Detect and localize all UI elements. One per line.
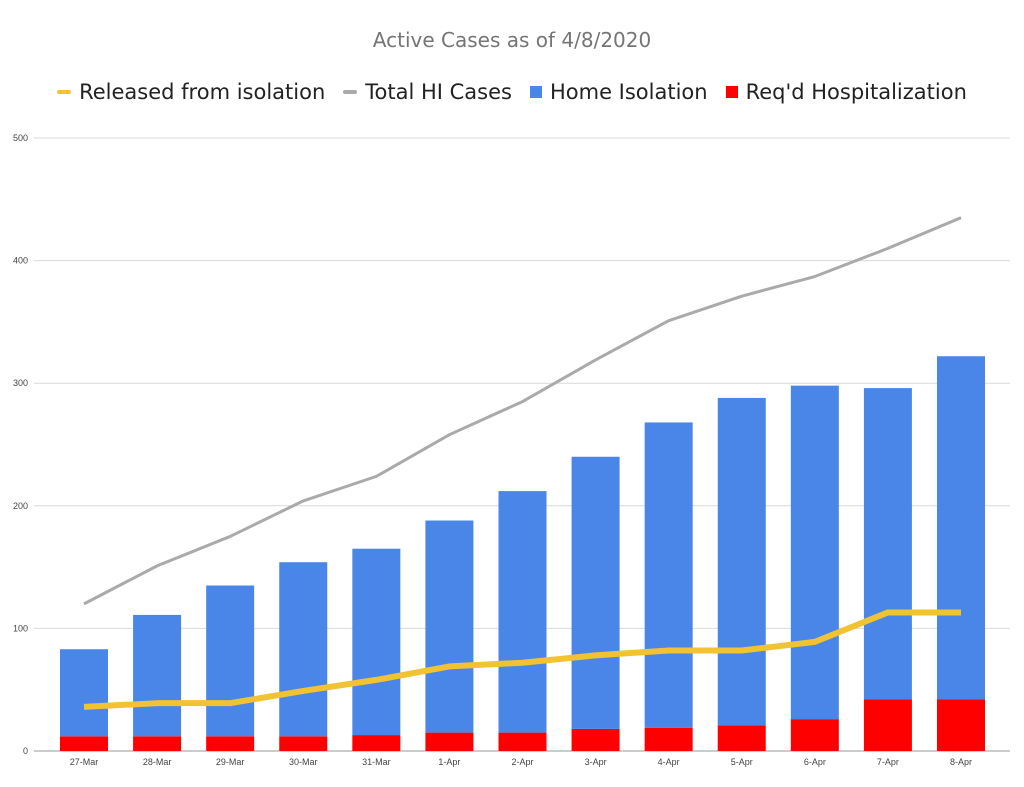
bar-home-isolation <box>425 520 474 733</box>
x-tick-label: 27-Mar <box>70 757 99 767</box>
legend-item-hospitalization: Req'd Hospitalization <box>725 80 967 104</box>
bar-hospitalization <box>498 732 547 751</box>
bar-home-isolation <box>790 385 839 720</box>
bar-hospitalization <box>133 736 182 751</box>
bar-home-isolation <box>498 491 547 733</box>
bar-hospitalization <box>863 699 912 751</box>
x-tick-label: 4-Apr <box>658 757 680 767</box>
bar-home-isolation <box>717 397 766 726</box>
legend-item-total-cases: Total HI Cases <box>343 80 512 104</box>
legend-label-released: Released from isolation <box>79 80 326 104</box>
series-line-total-cases <box>83 216 962 606</box>
bar-home-isolation <box>571 456 620 729</box>
bar-hospitalization <box>425 732 474 751</box>
legend-swatch-hospitalization <box>725 86 738 98</box>
bar-home-isolation <box>352 548 401 736</box>
x-tick-label: 1-Apr <box>438 757 460 767</box>
bar-hospitalization <box>279 736 328 751</box>
legend-swatch-released <box>57 90 72 94</box>
x-tick-label: 29-Mar <box>216 757 245 767</box>
bar-home-isolation <box>279 562 328 737</box>
bar-hospitalization <box>571 728 620 751</box>
bar-home-isolation <box>937 356 985 700</box>
bar-home-isolation <box>133 614 182 737</box>
x-tick-label: 30-Mar <box>289 757 318 767</box>
legend-label-home-isolation: Home Isolation <box>549 80 708 104</box>
y-tick-label: 300 <box>13 378 28 388</box>
legend-swatch-home-isolation <box>529 86 542 98</box>
bar-hospitalization <box>937 699 985 751</box>
y-tick-label: 100 <box>13 623 28 633</box>
bar-home-isolation <box>206 585 255 737</box>
legend-label-total-cases: Total HI Cases <box>365 80 512 104</box>
x-tick-label: 3-Apr <box>585 757 607 767</box>
x-tick-label: 6-Apr <box>804 757 826 767</box>
y-tick-label: 400 <box>13 256 28 266</box>
x-tick-label: 8-Apr <box>950 757 972 767</box>
series-line-released <box>83 609 961 710</box>
legend-item-released: Released from isolation <box>57 80 325 104</box>
bar-hospitalization <box>352 735 401 751</box>
bar-hospitalization <box>60 736 108 751</box>
legend-swatch-total-cases <box>343 90 358 94</box>
y-tick-label: 200 <box>13 501 28 511</box>
legend-item-home-isolation: Home Isolation <box>529 80 708 104</box>
bar-home-isolation <box>644 422 693 728</box>
x-tick-label: 31-Mar <box>362 757 391 767</box>
bar-hospitalization <box>644 727 693 751</box>
bar-hospitalization <box>717 725 766 751</box>
y-tick-label: 0 <box>23 746 28 756</box>
x-tick-label: 7-Apr <box>877 757 899 767</box>
bar-hospitalization <box>206 736 255 751</box>
legend-label-hospitalization: Req'd Hospitalization <box>745 80 967 104</box>
bar-home-isolation <box>60 649 108 737</box>
bar-home-isolation <box>863 388 912 700</box>
chart-title: Active Cases as of 4/8/2020 <box>372 28 652 52</box>
legend: Released from isolation Total HI Cases H… <box>0 80 1024 104</box>
x-tick-label: 2-Apr <box>511 757 533 767</box>
x-tick-label: 28-Mar <box>143 757 172 767</box>
x-tick-label: 5-Apr <box>731 757 753 767</box>
y-tick-label: 500 <box>13 133 28 143</box>
bar-hospitalization <box>790 719 839 751</box>
